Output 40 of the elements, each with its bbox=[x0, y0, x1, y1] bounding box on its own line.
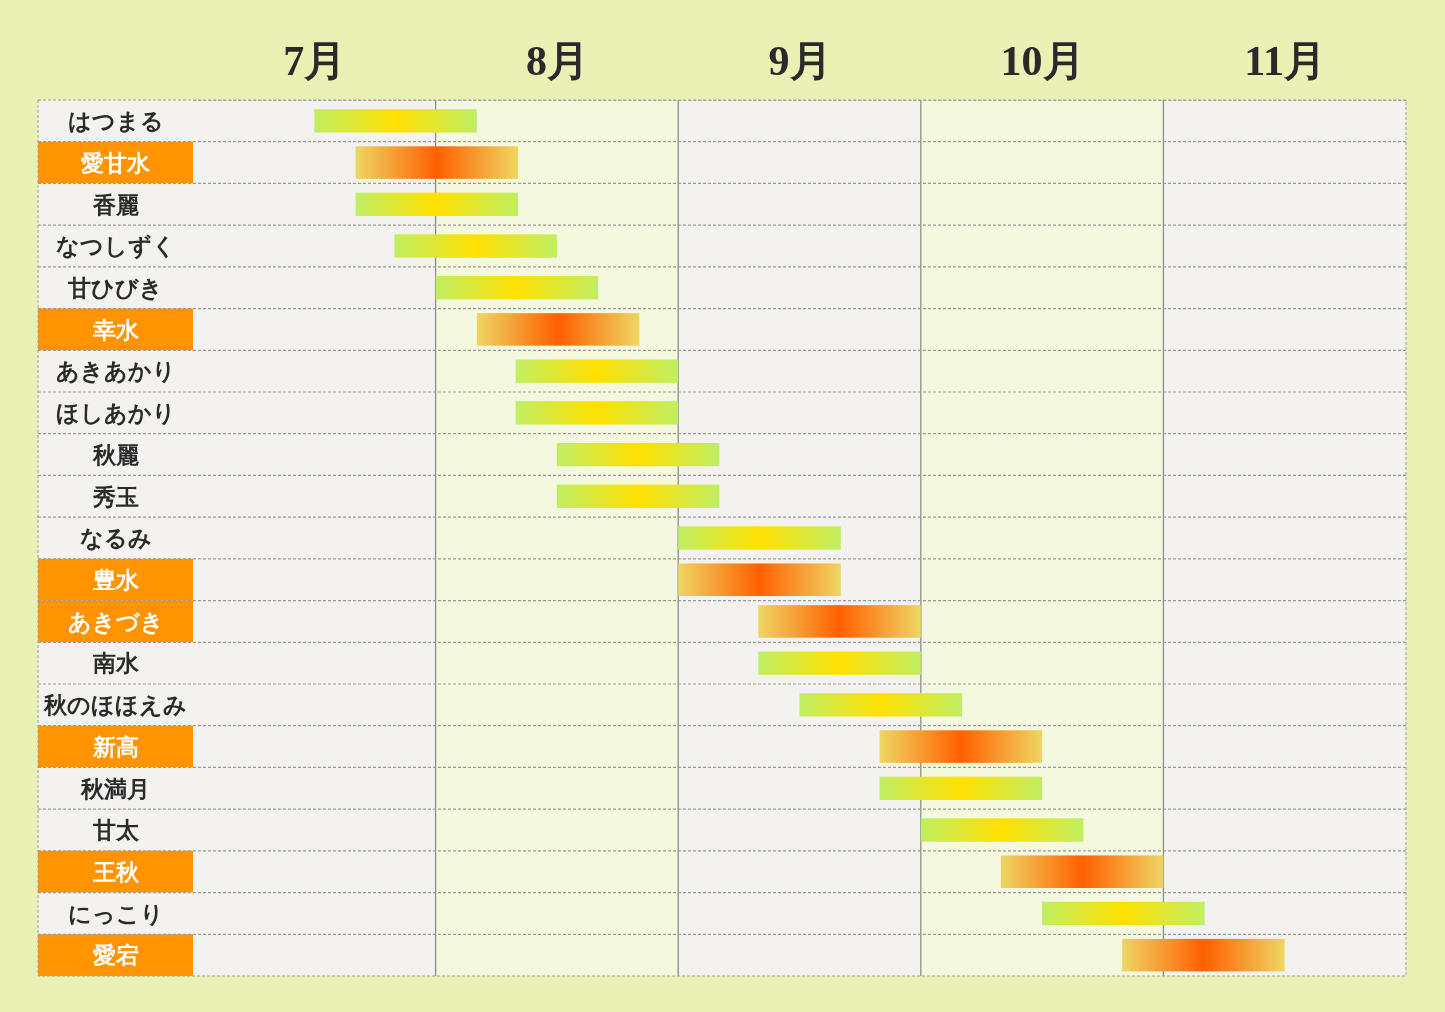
y-tick-label: 香麗 bbox=[91, 192, 139, 218]
bar bbox=[435, 276, 599, 300]
y-tick-label: はつまる bbox=[67, 109, 164, 135]
y-tick-label: 甘太 bbox=[91, 818, 140, 844]
bar bbox=[879, 776, 1043, 800]
bar bbox=[355, 192, 519, 216]
y-tick-label: 秀玉 bbox=[91, 484, 139, 510]
y-tick-label: 南水 bbox=[91, 651, 140, 677]
bar bbox=[394, 234, 557, 258]
y-tick-label: あきあかり bbox=[55, 359, 176, 385]
x-tick-label: 10月 bbox=[1000, 38, 1085, 85]
y-tick-label: 甘ひびき bbox=[67, 275, 163, 301]
y-tick-label: 秋麗 bbox=[91, 442, 139, 468]
y-tick-label: にっこり bbox=[67, 901, 164, 927]
y-tick-label: 豊水 bbox=[91, 567, 140, 593]
y-tick-label: なるみ bbox=[79, 526, 152, 552]
y-tick-label: 幸水 bbox=[91, 317, 140, 343]
bar bbox=[920, 818, 1084, 842]
bar bbox=[556, 442, 720, 467]
bar bbox=[758, 651, 921, 675]
bar bbox=[314, 109, 477, 133]
y-tick-label: 王秋 bbox=[91, 859, 140, 885]
bar bbox=[556, 484, 720, 508]
x-tick-label: 8月 bbox=[525, 38, 589, 85]
y-tick-label: 愛甘水 bbox=[81, 150, 151, 176]
bar bbox=[1042, 901, 1205, 926]
x-tick-label: 7月 bbox=[283, 38, 347, 85]
y-tick-label: ほしあかり bbox=[55, 401, 176, 427]
y-tick-label: 愛宕 bbox=[92, 942, 139, 969]
y-tick-label: 秋満月 bbox=[80, 776, 150, 802]
bar bbox=[799, 693, 963, 717]
bar bbox=[678, 526, 841, 550]
y-tick-label: なつしずく bbox=[55, 234, 176, 261]
bar bbox=[515, 359, 679, 383]
y-tick-label: 新高 bbox=[91, 733, 139, 760]
bar bbox=[515, 401, 679, 425]
y-tick-label: 秋のほほえみ bbox=[43, 693, 187, 719]
y-tick-label: あきづき bbox=[67, 609, 164, 635]
x-tick-label: 9月 bbox=[768, 38, 832, 85]
x-tick-label: 11月 bbox=[1244, 38, 1327, 85]
